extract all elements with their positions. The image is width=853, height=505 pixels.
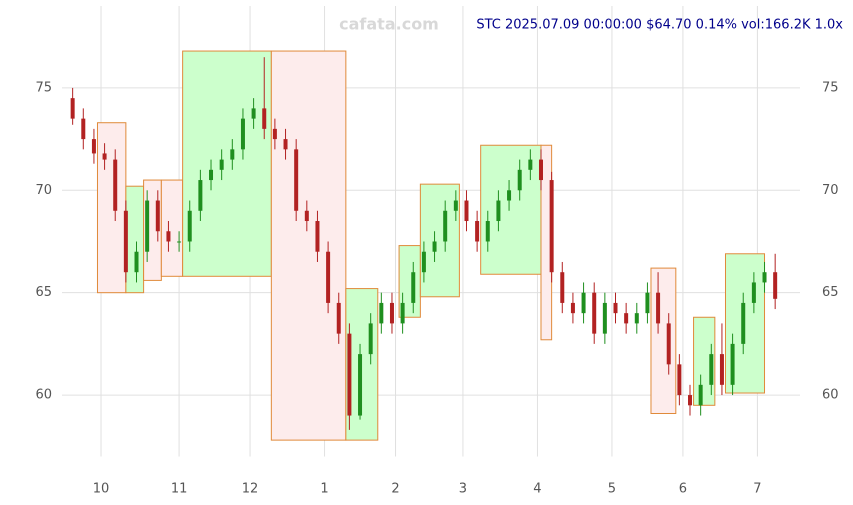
candle-body xyxy=(326,251,331,303)
candle-body xyxy=(70,98,75,119)
candle-body xyxy=(634,313,639,324)
candle-body xyxy=(624,313,629,324)
zone xyxy=(419,183,460,298)
candle-body xyxy=(81,118,86,140)
candle-body xyxy=(145,200,150,252)
x-tick-label: 6 xyxy=(679,482,687,497)
candle-body xyxy=(485,221,490,242)
x-tick-label: 7 xyxy=(753,482,761,497)
x-tick-label: 4 xyxy=(533,482,541,497)
candle-body xyxy=(187,210,192,242)
candle-body xyxy=(411,272,416,303)
candle-body xyxy=(389,302,394,324)
candle-body xyxy=(251,108,256,119)
candle-body xyxy=(177,241,182,243)
candle-body xyxy=(166,231,171,242)
zone xyxy=(182,50,272,277)
x-tick-label: 10 xyxy=(93,482,110,497)
candle-body xyxy=(91,139,96,154)
candle-body xyxy=(123,210,128,273)
candle-body xyxy=(741,302,746,344)
x-tick-label: 2 xyxy=(391,482,399,497)
candle-body xyxy=(379,302,384,324)
candle-body xyxy=(688,395,693,406)
candle-body xyxy=(709,354,714,385)
candle-body xyxy=(560,272,565,303)
candle-body xyxy=(283,139,288,150)
x-tick-label: 5 xyxy=(608,482,616,497)
zone xyxy=(270,50,347,441)
candle-body xyxy=(443,210,448,242)
candle-body xyxy=(602,302,607,334)
candle-body xyxy=(666,323,671,365)
candle-body xyxy=(677,364,682,396)
zone xyxy=(160,179,184,277)
candle-body xyxy=(645,292,650,314)
candle-body xyxy=(155,200,160,232)
candle-body xyxy=(230,149,235,160)
candle-body xyxy=(730,343,735,385)
watermark: cafata.com xyxy=(339,15,439,34)
candle-body xyxy=(272,128,277,140)
y-tick-label-right: 60 xyxy=(822,388,839,403)
candle-body xyxy=(751,282,756,303)
candle-body xyxy=(421,251,426,273)
candle-body xyxy=(198,180,203,211)
candle-body xyxy=(773,272,778,299)
candle-body xyxy=(613,302,618,314)
zone xyxy=(96,122,127,294)
candle-body xyxy=(656,292,661,324)
x-tick-label: 11 xyxy=(171,482,188,497)
candle-body xyxy=(581,292,586,314)
zone xyxy=(125,185,145,294)
y-tick-label: 75 xyxy=(35,80,52,95)
y-tick-label: 70 xyxy=(35,183,52,198)
candle-body xyxy=(102,153,107,160)
candle-body xyxy=(368,323,373,355)
candle-body xyxy=(336,302,341,334)
candle-body xyxy=(549,180,554,273)
x-tick-label: 12 xyxy=(242,482,259,497)
y-tick-label: 60 xyxy=(35,388,52,403)
candle-body xyxy=(219,159,224,170)
candle-body xyxy=(304,210,309,222)
candle-body xyxy=(432,241,437,252)
candle-body xyxy=(315,221,320,252)
candle-body xyxy=(528,159,533,170)
candle-body xyxy=(570,302,575,314)
candle-body xyxy=(538,159,543,181)
candle-body xyxy=(698,384,703,406)
candle-body xyxy=(209,169,214,181)
candle-body xyxy=(400,302,405,324)
candle-body xyxy=(113,159,118,211)
candle-body xyxy=(347,333,352,416)
y-tick-label-right: 75 xyxy=(822,80,839,95)
candle-body xyxy=(762,272,767,283)
candle-body xyxy=(240,118,245,150)
y-tick-label-right: 65 xyxy=(822,285,839,300)
x-tick-label: 3 xyxy=(459,482,467,497)
chart-title: STC 2025.07.09 00:00:00 $64.70 0.14% vol… xyxy=(476,18,843,33)
candle-body xyxy=(464,200,469,222)
zone xyxy=(650,267,677,414)
candle-body xyxy=(475,221,480,242)
candle-body xyxy=(496,200,501,222)
y-tick-label-right: 70 xyxy=(822,183,839,198)
candle-body xyxy=(517,169,522,191)
candle-body xyxy=(453,200,458,211)
candle-body xyxy=(294,149,299,211)
y-tick-label: 65 xyxy=(35,285,52,300)
candle-body xyxy=(592,292,597,334)
candle-body xyxy=(262,108,267,129)
candle-body xyxy=(134,251,139,273)
candle-body xyxy=(719,354,724,385)
candle-body xyxy=(507,190,512,201)
candle-body xyxy=(358,354,363,416)
x-tick-label: 1 xyxy=(320,482,328,497)
